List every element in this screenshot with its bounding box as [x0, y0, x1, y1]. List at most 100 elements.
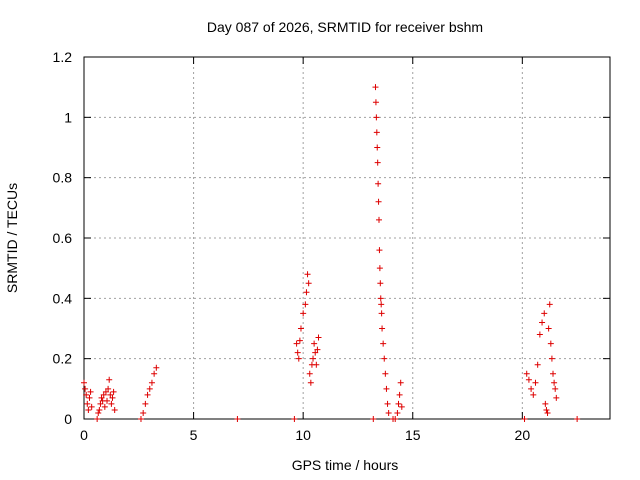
x-axis-label: GPS time / hours: [292, 457, 399, 473]
data-point: [383, 385, 390, 392]
data-point: [375, 216, 382, 223]
data-point: [523, 370, 530, 377]
data-point: [85, 406, 92, 413]
data-point: [376, 265, 383, 272]
grid-lines: [84, 57, 610, 419]
data-point: [87, 388, 94, 395]
data-point: [546, 301, 553, 308]
data-point: [293, 340, 300, 347]
data-point: [84, 400, 91, 407]
y-tick-label: 0.2: [53, 351, 73, 367]
data-point: [307, 379, 314, 386]
x-tick-label: 10: [295, 427, 311, 443]
data-point: [101, 403, 108, 410]
data-point: [532, 379, 539, 386]
data-point: [378, 310, 385, 317]
data-point: [88, 403, 95, 410]
data-point: [384, 400, 391, 407]
data-point: [370, 416, 377, 422]
data-point: [381, 355, 388, 362]
data-point: [310, 355, 317, 362]
data-point: [104, 397, 111, 404]
data-point: [102, 388, 109, 395]
y-axis-label: SRMTID / TECUs: [4, 183, 20, 293]
data-point: [295, 355, 302, 362]
data-point: [146, 385, 153, 392]
data-point: [314, 346, 321, 353]
data-point: [374, 144, 381, 151]
data-point: [552, 385, 559, 392]
data-point: [315, 334, 322, 341]
y-tick-label: 1.2: [53, 49, 73, 65]
data-point: [83, 391, 90, 398]
y-tick-label: 1: [64, 109, 72, 125]
data-point: [304, 271, 311, 278]
data-point: [543, 406, 550, 413]
data-point: [137, 416, 144, 422]
data-point: [382, 370, 389, 377]
x-tick-labels: 0 5 10 15 20: [80, 427, 530, 443]
data-point: [300, 310, 307, 317]
data-point: [110, 388, 117, 395]
x-tick-label: 20: [515, 427, 531, 443]
data-point: [574, 416, 581, 422]
data-point: [375, 180, 382, 187]
data-point: [377, 280, 384, 287]
data-point: [525, 376, 532, 383]
data-point: [305, 280, 312, 287]
plot-frame: [83, 56, 611, 420]
data-point: [544, 409, 551, 416]
data-point: [82, 385, 89, 392]
data-point: [153, 364, 160, 371]
data-point: [86, 394, 93, 401]
data-point: [530, 391, 537, 398]
data-point: [377, 295, 384, 302]
data-point: [96, 406, 103, 413]
data-point: [100, 391, 107, 398]
data-point: [312, 349, 319, 356]
data-point: [296, 337, 303, 344]
data-point: [140, 409, 147, 416]
data-point: [536, 331, 543, 338]
axis-ticks: [83, 56, 610, 420]
x-tick-label: 15: [405, 427, 421, 443]
data-point: [144, 391, 151, 398]
data-point: [380, 340, 387, 347]
y-tick-label: 0.4: [53, 290, 73, 306]
data-point: [107, 391, 114, 398]
data-point: [81, 379, 87, 386]
data-markers: [81, 84, 581, 422]
y-tick-label: 0.8: [53, 170, 73, 186]
data-point: [376, 247, 383, 254]
data-point: [548, 355, 555, 362]
data-point: [397, 379, 404, 386]
data-point: [291, 416, 298, 422]
data-point: [551, 379, 558, 386]
data-point: [98, 394, 105, 401]
data-point: [306, 370, 313, 377]
data-point: [372, 84, 379, 91]
data-point: [541, 310, 548, 317]
data-point: [545, 325, 552, 332]
x-tick-label: 0: [80, 427, 88, 443]
data-point: [373, 114, 380, 121]
data-point: [528, 385, 535, 392]
y-tick-labels: 0 0.2 0.4 0.6 0.8 1 1.2: [53, 49, 73, 427]
data-point: [385, 409, 392, 416]
data-point: [396, 391, 403, 398]
data-point: [378, 301, 385, 308]
data-point: [105, 385, 112, 392]
data-point: [302, 301, 309, 308]
data-point: [374, 159, 381, 166]
data-point: [521, 416, 528, 422]
data-point: [392, 416, 399, 422]
data-point: [95, 409, 102, 416]
data-point: [313, 361, 320, 368]
y-tick-label: 0: [64, 411, 72, 427]
data-point: [148, 379, 155, 386]
data-point: [297, 325, 304, 332]
data-point: [108, 400, 115, 407]
data-point: [547, 340, 554, 347]
data-point: [234, 416, 241, 422]
